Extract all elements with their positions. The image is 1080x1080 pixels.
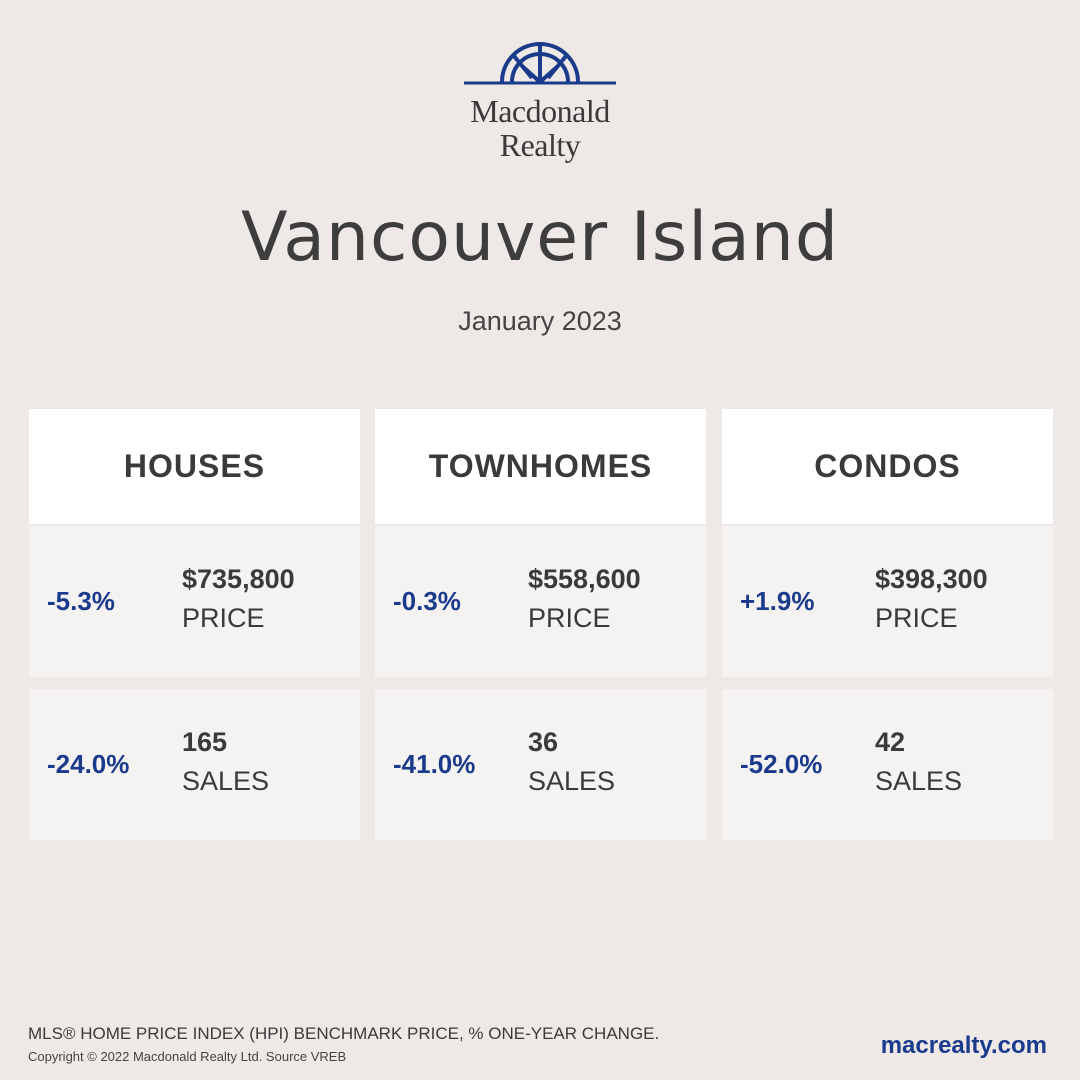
price-value: $735,800 — [182, 564, 295, 594]
footer-methodology-note: MLS® HOME PRICE INDEX (HPI) BENCHMARK PR… — [28, 1024, 660, 1043]
sales-change: -41.0% — [393, 749, 476, 779]
price-card: -5.3% $735,800 PRICE — [29, 526, 360, 677]
page-subtitle: January 2023 — [458, 306, 622, 336]
sales-card: -52.0% 42 SALES — [722, 689, 1053, 840]
brand-logo: Macdonald Realty — [0, 38, 1080, 162]
logo-wordmark-line1: Macdonald — [470, 93, 610, 129]
price-value: $398,300 — [875, 564, 988, 594]
sales-value: 42 — [875, 727, 906, 757]
column-houses: HOUSES -5.3% $735,800 PRICE -24.0% 165 S… — [29, 409, 360, 840]
logo-wordmark-line2: Realty — [499, 127, 581, 163]
sales-change: -52.0% — [740, 749, 823, 779]
price-card: -0.3% $558,600 PRICE — [375, 526, 706, 677]
price-label: PRICE — [182, 603, 265, 633]
price-value: $558,600 — [528, 564, 641, 594]
macdonald-realty-emblem — [464, 42, 616, 85]
column-header: TOWNHOMES — [375, 409, 706, 524]
price-change: -0.3% — [393, 586, 461, 616]
website-link[interactable]: macrealty.com — [880, 1032, 1047, 1059]
sales-card: -24.0% 165 SALES — [29, 689, 360, 840]
page-title: Vancouver Island — [240, 198, 840, 277]
price-change: -5.3% — [47, 586, 115, 616]
sales-change: -24.0% — [47, 749, 130, 779]
sales-label: SALES — [182, 766, 270, 796]
column-townhomes: TOWNHOMES -0.3% $558,600 PRICE -41.0% 36… — [375, 409, 706, 840]
column-header: HOUSES — [29, 409, 360, 524]
sales-card: -41.0% 36 SALES — [375, 689, 706, 840]
column-condos: CONDOS +1.9% $398,300 PRICE -52.0% 42 SA… — [722, 409, 1053, 840]
price-card: +1.9% $398,300 PRICE — [722, 526, 1053, 677]
sales-label: SALES — [528, 766, 616, 796]
price-label: PRICE — [528, 603, 611, 633]
column-header: CONDOS — [722, 409, 1053, 524]
sales-label: SALES — [875, 766, 963, 796]
sales-value: 165 — [182, 727, 228, 757]
price-label: PRICE — [875, 603, 958, 633]
footer-copyright: Copyright © 2022 Macdonald Realty Ltd. S… — [28, 1049, 347, 1064]
sales-value: 36 — [528, 727, 559, 757]
price-change: +1.9% — [740, 586, 815, 616]
